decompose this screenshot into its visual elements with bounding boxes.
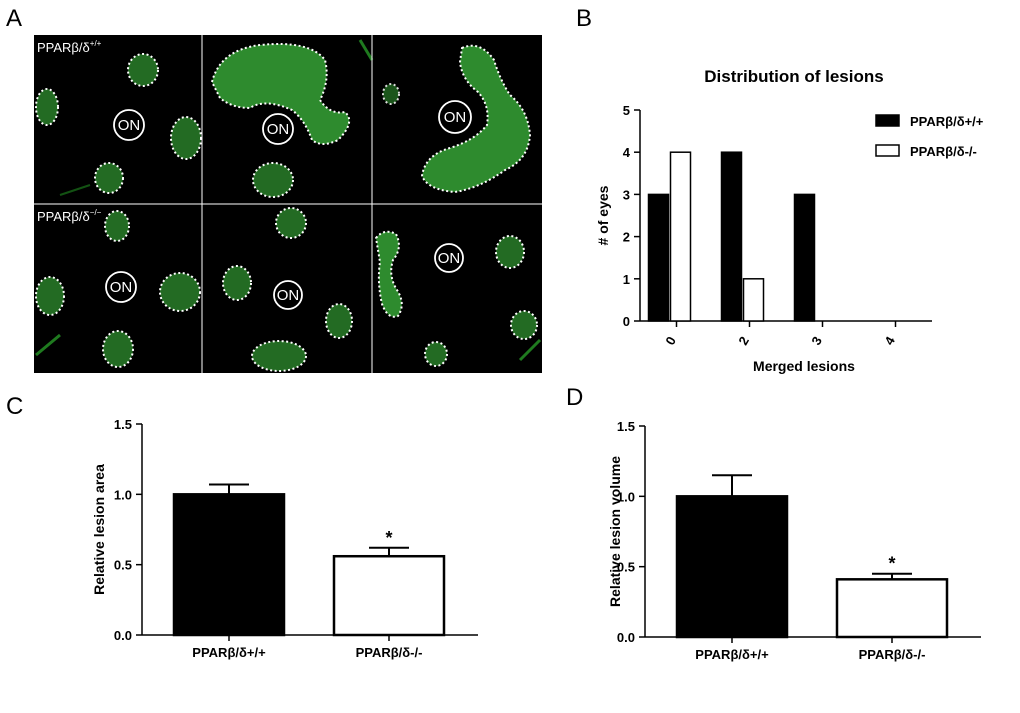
panel-letter-b: B <box>576 5 592 32</box>
y-tick-label: 0 <box>623 314 630 329</box>
legend-label: PPARβ/δ+/+ <box>910 114 984 129</box>
bar-wt <box>647 193 670 322</box>
panel-letter-a: A <box>6 5 22 32</box>
lesion-spot <box>382 83 400 105</box>
bar-ko <box>669 151 692 322</box>
y-tick-label: 0.5 <box>617 560 635 575</box>
y-axis-label: Relative lesion area <box>91 464 107 595</box>
bar-wt <box>675 495 789 639</box>
optic-nerve-marker: ON <box>262 113 294 145</box>
x-tick-label: 4 <box>881 333 898 347</box>
x-tick-label: 0 <box>662 334 679 348</box>
lesion-spot <box>325 303 353 339</box>
lesion-spot <box>424 341 448 367</box>
panel-letter-d: D <box>566 384 583 411</box>
lesion-spot <box>275 207 307 239</box>
bar-ko <box>742 278 765 322</box>
optic-nerve-label: ON <box>438 250 461 267</box>
y-tick-label: 1 <box>623 272 630 287</box>
chart-title: Distribution of lesions <box>704 67 883 86</box>
chart-d-lesion-volume: 0.0 0.5 1.0 1.5 Relative lesion volume PPARβ/… <box>607 419 981 662</box>
y-axis-label: Relative lesion volume <box>607 456 623 607</box>
lesion-merged <box>374 230 403 318</box>
y-tick-label: 3 <box>623 187 630 202</box>
x-tick-label: 3 <box>808 334 825 348</box>
significance-marker: * <box>385 528 392 548</box>
micro-streak <box>35 333 61 357</box>
lesion-spot <box>35 276 65 316</box>
legend-swatch <box>875 144 900 157</box>
lesion-merged <box>210 43 351 145</box>
micrograph-montage: ON ON ON ON ON ON PPARβ/δ+/+ PPARβ/δ−/− <box>34 35 542 373</box>
micro-streak <box>358 39 374 61</box>
significance-marker: * <box>888 554 895 574</box>
optic-nerve-marker: ON <box>434 243 464 273</box>
x-category-label: PPARβ/δ+/+ <box>695 647 769 662</box>
optic-nerve-marker: ON <box>113 109 145 141</box>
lesion-spot <box>222 265 252 301</box>
y-tick-label: 1.5 <box>617 419 635 434</box>
x-category-label: PPARβ/δ-/- <box>356 645 423 660</box>
y-tick-label: 1.0 <box>114 487 132 502</box>
lesion-spot <box>510 310 538 340</box>
lesion-spot <box>170 116 202 160</box>
lesion-spot <box>127 53 159 87</box>
optic-nerve-label: ON <box>118 117 141 134</box>
optic-nerve-marker: ON <box>438 100 472 134</box>
y-tick-label: 2 <box>623 230 630 245</box>
optic-nerve-label: ON <box>110 279 133 296</box>
x-category-label: PPARβ/δ-/- <box>859 647 926 662</box>
y-tick-label: 5 <box>623 103 630 118</box>
y-tick-label: 1.5 <box>114 417 132 432</box>
bar-ko <box>835 578 949 639</box>
lesion-spot <box>104 210 130 242</box>
micro-streak <box>518 338 542 362</box>
optic-nerve-label: ON <box>267 121 290 138</box>
lesion-spot <box>94 162 124 194</box>
y-axis-label: # of eyes <box>595 185 611 245</box>
chart-c-lesion-area: 0.0 0.5 1.0 1.5 Relative lesion area PPARβ/δ+… <box>91 417 478 660</box>
row-label-ko: PPARβ/δ−/− <box>37 208 102 224</box>
x-tick-label: 2 <box>735 334 752 348</box>
lesion-spot <box>251 340 307 372</box>
lesion-spot <box>252 162 294 198</box>
bar-wt <box>793 193 816 322</box>
row-label-wt: PPARβ/δ+/+ <box>37 39 102 55</box>
chart-b-distribution: Distribution of lesions 0 1 2 3 4 5 # of eyes 0 2… <box>595 67 984 374</box>
bar-wt <box>172 493 286 637</box>
x-category-label: PPARβ/δ+/+ <box>192 645 266 660</box>
optic-nerve-label: ON <box>277 287 300 304</box>
legend-swatch <box>875 114 900 127</box>
x-axis-label: Merged lesions <box>753 358 855 374</box>
y-tick-label: 1.0 <box>617 489 635 504</box>
lesion-spot <box>495 235 525 269</box>
panel-letter-c: C <box>6 393 23 420</box>
bar-wt <box>720 151 743 322</box>
optic-nerve-marker: ON <box>105 271 137 303</box>
lesion-spot <box>35 88 59 126</box>
y-tick-label: 0.0 <box>617 630 635 645</box>
legend-label: PPARβ/δ-/- <box>910 144 977 159</box>
micro-streak <box>59 184 91 196</box>
y-tick-label: 4 <box>623 145 631 160</box>
bar-ko <box>332 554 446 637</box>
y-tick-label: 0.0 <box>114 628 132 643</box>
lesion-spot <box>159 272 201 312</box>
y-tick-label: 0.5 <box>114 558 132 573</box>
optic-nerve-label: ON <box>444 109 467 126</box>
lesion-spot <box>102 330 134 368</box>
lesion-merged <box>420 44 532 194</box>
optic-nerve-marker: ON <box>273 280 303 310</box>
